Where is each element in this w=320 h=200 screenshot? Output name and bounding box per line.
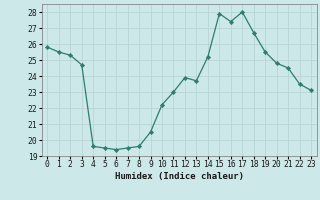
X-axis label: Humidex (Indice chaleur): Humidex (Indice chaleur)	[115, 172, 244, 181]
